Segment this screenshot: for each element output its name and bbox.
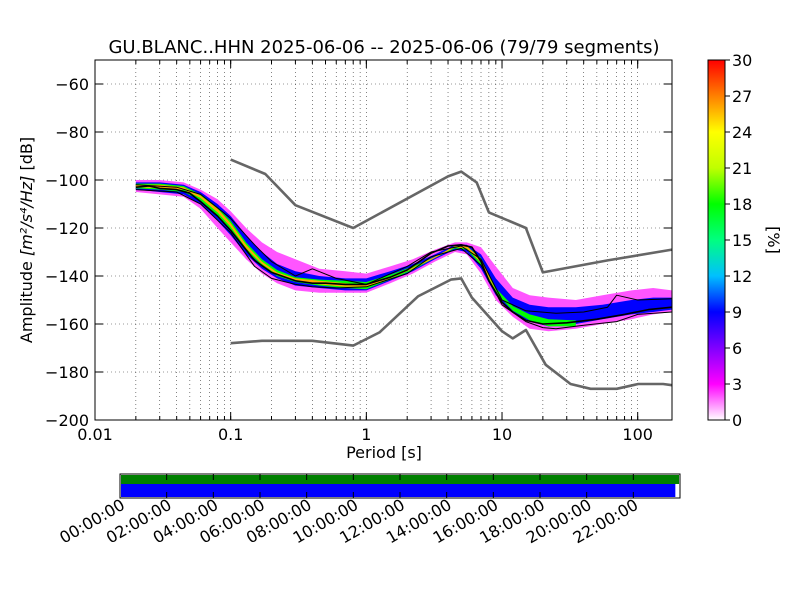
y-tick-label: −120 — [45, 219, 89, 238]
y-tick-label: −200 — [45, 411, 89, 430]
colorbar-tick-label: 3 — [732, 375, 742, 394]
y-axis-label-suffix: [dB] — [17, 137, 36, 176]
colorbar-tick-label: 15 — [732, 231, 752, 250]
y-tick-label: −60 — [55, 75, 89, 94]
plot-area: 0.01 0.1 1 10 100 −60 −80 −100 −120 −140 −160 −180 −… — [45, 59, 673, 444]
chart-title: GU.BLANC..HHN 2025-06-06 -- 2025-06-06 (… — [108, 37, 659, 58]
y-axis-label: Amplitude [m²/s⁴/Hz] [dB] — [17, 137, 36, 343]
colorbar-tick-label: 30 — [732, 51, 752, 70]
plot-frame — [94, 59, 673, 421]
x-axis-label: Period [s] — [346, 443, 422, 462]
colorbar-label: [%] — [764, 226, 783, 254]
colorbar-tick-label: 6 — [732, 339, 742, 358]
x-tick-label: 100 — [622, 425, 653, 444]
y-tick-label: −100 — [45, 171, 89, 190]
colorbar-tick-label: 12 — [732, 267, 752, 286]
colorbar-tick-label: 24 — [732, 123, 752, 142]
y-tick-label: −160 — [45, 315, 89, 334]
timeline-coverage: 00:00:0002:00:0004:00:0006:00:0008:00:00… — [56, 473, 681, 547]
x-tick-label: 0.1 — [218, 425, 243, 444]
density-band — [135, 182, 673, 327]
y-tick-label: −180 — [45, 363, 89, 382]
grid-lines — [95, 60, 672, 420]
axis-ticks: 0.01 0.1 1 10 100 −60 −80 −100 −120 −140 −160 −180 −… — [45, 60, 672, 444]
x-tick-label: 0.01 — [77, 425, 113, 444]
colorbar-tick-label: 9 — [732, 303, 742, 322]
x-tick-label: 10 — [492, 425, 512, 444]
colorbar-tick-label: 27 — [732, 87, 752, 106]
curve-layer — [135, 158, 673, 391]
y-tick-label: −140 — [45, 267, 89, 286]
x-tick-label: 1 — [361, 425, 371, 444]
y-axis-label-units: [m²/s⁴/Hz] — [17, 176, 36, 256]
noise-model-low-line — [230, 277, 673, 391]
colorbar: 0 3 6 9 12 15 18 21 24 27 30 [%] — [707, 51, 783, 430]
percentile-line — [135, 189, 673, 330]
mode-line — [135, 185, 673, 325]
colorbar-gradient — [707, 59, 726, 421]
colorbar-tick-label: 21 — [732, 159, 752, 178]
colorbar-ticks: 0 3 6 9 12 15 18 21 24 27 30 — [725, 51, 752, 430]
colorbar-tick-label: 0 — [732, 411, 742, 430]
plot-background — [95, 60, 672, 420]
noise-model-high-line — [230, 158, 673, 274]
percentile-line — [135, 184, 673, 314]
colorbar-tick-label: 18 — [732, 195, 752, 214]
y-tick-label: −80 — [55, 123, 89, 142]
y-axis-label-prefix: Amplitude — [17, 256, 36, 343]
